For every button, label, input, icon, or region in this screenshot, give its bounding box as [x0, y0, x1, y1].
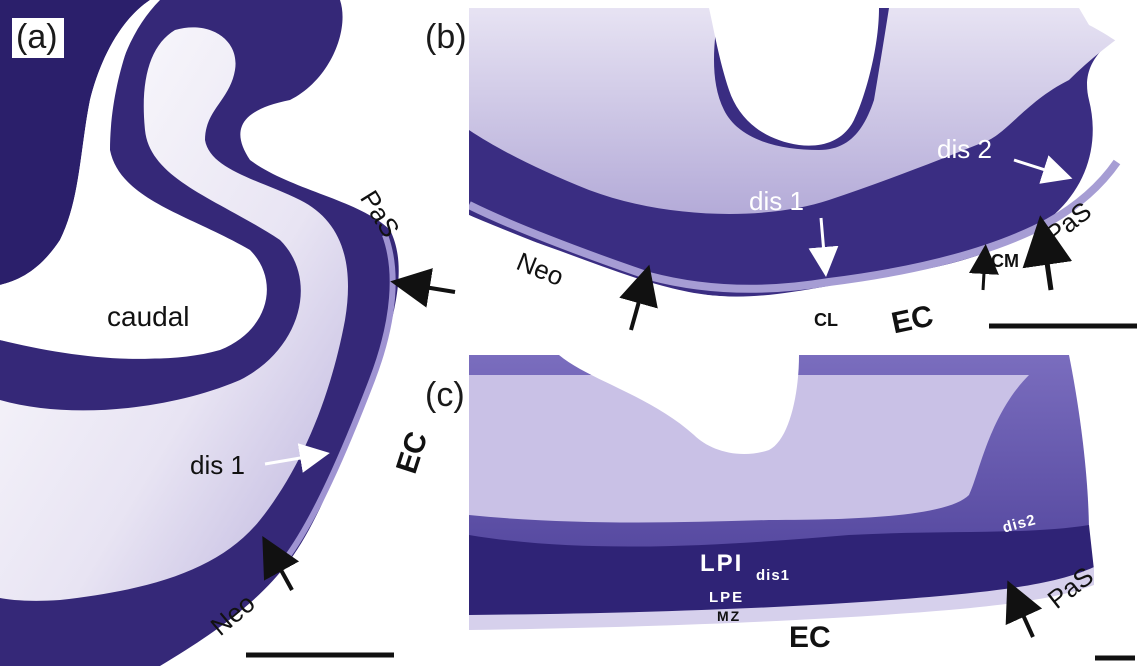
- arrow-dis1-b: [808, 217, 839, 277]
- panel-c-arrows: [1005, 580, 1135, 661]
- arrow-neo-b: [619, 264, 658, 331]
- panel-c: (c) LPI dis1 LPE MZ dis2 PaS EC: [425, 355, 1144, 666]
- ec-label-c: EC: [789, 621, 831, 654]
- panel-b-image: [469, 0, 1144, 350]
- panel-b-label: (b): [425, 18, 467, 56]
- dis1-label-c: dis1: [756, 567, 791, 584]
- mz-label-c: MZ: [717, 608, 742, 624]
- arrow-dis2-b: [1013, 155, 1073, 184]
- arrow-pas-a: [390, 268, 456, 308]
- panel-c-label: (c): [425, 376, 465, 414]
- panel-c-image: [469, 355, 1144, 666]
- arrow-dis1-a: [264, 443, 330, 473]
- caudal-label: caudal: [107, 301, 190, 332]
- arrow-pas-c: [1005, 580, 1043, 638]
- panel-b: (b) dis 2 dis 1 PaS Neo CM CL EC: [425, 0, 1144, 350]
- cl-label-b: CL: [814, 310, 838, 330]
- arrow-pas-b: [1022, 215, 1073, 291]
- panel-a-image: [0, 0, 399, 666]
- panel-a: (a) caudal PaS EC dis 1 Neo: [0, 0, 460, 666]
- panel-b-arrows: [619, 155, 1137, 331]
- dis1-label-a: dis 1: [190, 450, 245, 480]
- dis2-label-b: dis 2: [937, 134, 992, 164]
- dis1-label-b: dis 1: [749, 186, 804, 216]
- arrow-neo-a: [262, 535, 300, 591]
- lpi-label-c: LPI: [700, 550, 744, 577]
- arrow-cm-b: [968, 244, 999, 291]
- panel-a-label: (a): [12, 18, 64, 58]
- lpe-label-c: LPE: [709, 589, 745, 606]
- panel-a-arrows: [246, 268, 456, 658]
